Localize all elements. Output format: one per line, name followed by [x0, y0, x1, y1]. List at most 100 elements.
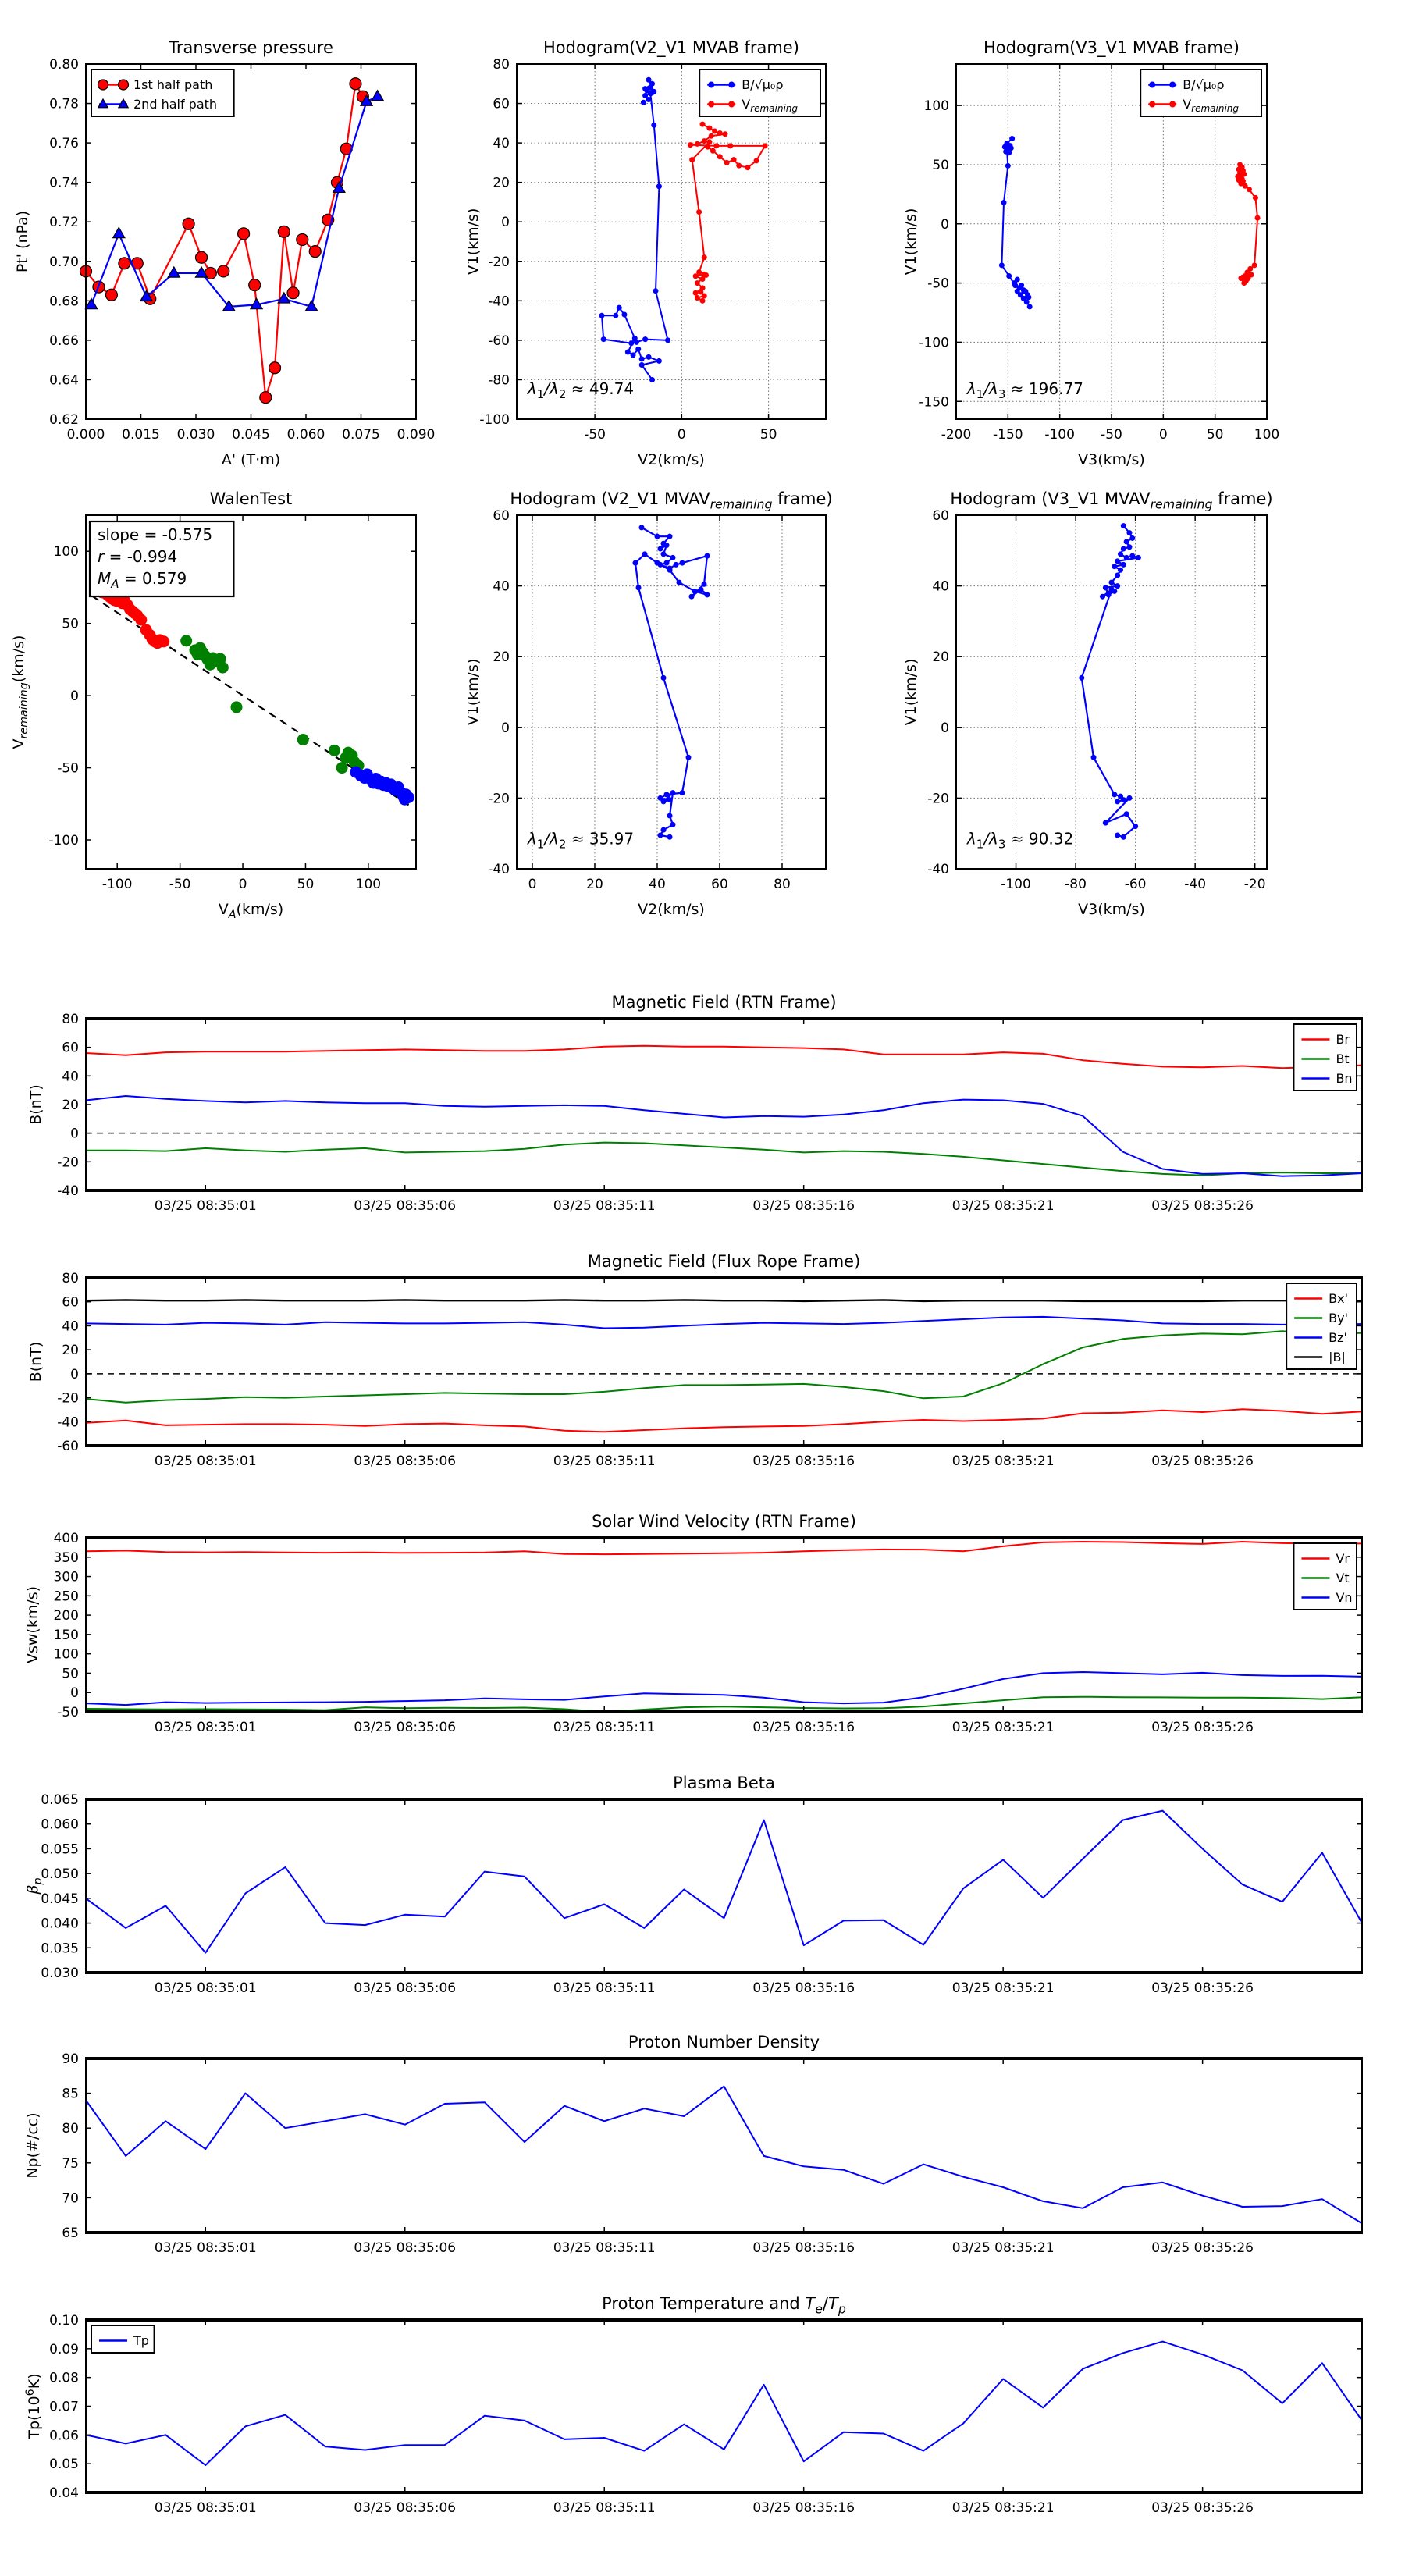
svg-text:20: 20: [62, 1098, 79, 1113]
svg-text:60: 60: [493, 97, 510, 112]
svg-text:03/25 08:35:16: 03/25 08:35:16: [752, 1980, 855, 1996]
svg-text:VA(km/s): VA(km/s): [219, 901, 283, 921]
svg-text:By': By': [1329, 1311, 1348, 1325]
svg-text:Vn: Vn: [1336, 1590, 1352, 1605]
svg-text:V2(km/s): V2(km/s): [638, 451, 705, 468]
svg-text:0.030: 0.030: [177, 427, 215, 443]
svg-text:0.030: 0.030: [41, 1966, 79, 1981]
svg-text:-40: -40: [57, 1414, 79, 1430]
svg-text:03/25 08:35:21: 03/25 08:35:21: [952, 1980, 1055, 1996]
svg-text:03/25 08:35:16: 03/25 08:35:16: [752, 1453, 855, 1469]
svg-text:03/25 08:35:01: 03/25 08:35:01: [155, 2240, 257, 2256]
svg-text:B(nT): B(nT): [27, 1084, 44, 1125]
series-1st-half-path: [79, 77, 369, 404]
svg-text:0.055: 0.055: [41, 1841, 79, 1857]
svg-text:0.62: 0.62: [49, 412, 79, 428]
svg-text:85: 85: [62, 2087, 79, 2102]
svg-text:80: 80: [62, 1271, 79, 1286]
svg-text:03/25 08:35:26: 03/25 08:35:26: [1151, 1453, 1254, 1469]
svg-text:50: 50: [62, 1666, 79, 1681]
svg-text:60: 60: [932, 508, 949, 524]
svg-text:03/25 08:35:06: 03/25 08:35:06: [354, 1198, 456, 1214]
svg-text:70: 70: [62, 2190, 79, 2206]
chart-walen-test: -100 -50 0 50 100 -100 -50 0 50 100 WalenTest VA(km…: [0, 453, 468, 921]
svg-text:03/25 08:35:11: 03/25 08:35:11: [553, 1980, 656, 1996]
svg-text:03/25 08:35:06: 03/25 08:35:06: [354, 1980, 456, 1996]
series-v-trace: [632, 525, 710, 840]
svg-text:A' (T·m): A' (T·m): [222, 451, 280, 468]
svg-text:0: 0: [70, 1367, 79, 1382]
svg-text:03/25 08:35:21: 03/25 08:35:21: [952, 1198, 1055, 1214]
svg-text:Bz': Bz': [1329, 1330, 1347, 1345]
svg-text:0.64: 0.64: [49, 372, 79, 388]
series-v-remaining: [1235, 162, 1261, 286]
svg-text:03/25 08:35:26: 03/25 08:35:26: [1151, 2240, 1254, 2256]
svg-text:-150: -150: [919, 394, 949, 410]
svg-text:Vr: Vr: [1336, 1551, 1350, 1566]
svg-text:-20: -20: [57, 1155, 79, 1170]
svg-text:Solar Wind Velocity (RTN Frame: Solar Wind Velocity (RTN Frame): [592, 1512, 856, 1531]
svg-text:0.66: 0.66: [49, 333, 79, 349]
svg-text:80: 80: [493, 57, 510, 73]
svg-text:50: 50: [760, 427, 777, 443]
svg-text:Bx': Bx': [1329, 1291, 1348, 1306]
series-v-remaining: [687, 121, 768, 304]
svg-text:Vt: Vt: [1336, 1571, 1349, 1585]
svg-text:-100: -100: [102, 877, 133, 892]
svg-text:40: 40: [62, 1318, 79, 1334]
svg-text:1st half path: 1st half path: [133, 77, 212, 92]
svg-text:03/25 08:35:11: 03/25 08:35:11: [553, 1453, 656, 1469]
plot-svg: -200 -150 -100 -50 0 50 100 -150 -100 -50 0 50 100 Ho…: [905, 38, 1279, 468]
svg-text:03/25 08:35:06: 03/25 08:35:06: [354, 1720, 456, 1735]
svg-text:-50: -50: [1101, 427, 1122, 443]
svg-text:20: 20: [932, 649, 949, 665]
svg-text:V3(km/s): V3(km/s): [1078, 901, 1145, 918]
svg-text:-200: -200: [941, 427, 972, 443]
svg-text:V1(km/s): V1(km/s): [468, 659, 482, 726]
series-2nd-half-path: [84, 89, 385, 311]
svg-text:300: 300: [54, 1570, 79, 1585]
svg-text:Vremaining(km/s): Vremaining(km/s): [10, 635, 30, 749]
svg-text:Plasma Beta: Plasma Beta: [673, 1774, 775, 1792]
svg-text:75: 75: [62, 2156, 79, 2172]
svg-text:-100: -100: [919, 335, 949, 350]
chart-hodogram-v2v1-mvab: -50 0 50 -100 -80 -60 -40 -20 0 20 40 60 80 Hodogram(…: [468, 0, 937, 468]
svg-text:100: 100: [1254, 427, 1279, 443]
svg-text:Proton Number Density: Proton Number Density: [628, 2033, 820, 2051]
plot-svg: 03/25 08:35:01 03/25 08:35:06 03/25 08:35:…: [24, 1774, 1363, 1996]
svg-text:03/25 08:35:16: 03/25 08:35:16: [752, 2240, 855, 2256]
svg-text:B/√μ₀ρ: B/√μ₀ρ: [1183, 77, 1224, 92]
plot-svg: 0.000 0.015 0.030 0.045 0.060 0.075 0.090 0.62 0…: [14, 38, 435, 468]
svg-text:100: 100: [356, 877, 381, 892]
svg-text:-80: -80: [1065, 877, 1087, 892]
chart-solar-wind-velocity: 03/25 08:35:01 03/25 08:35:06 03/25 08:35:…: [0, 1487, 1405, 1749]
svg-text:0: 0: [678, 427, 686, 443]
svg-text:0.040: 0.040: [41, 1916, 79, 1932]
svg-text:0.74: 0.74: [49, 176, 79, 191]
svg-text:Transverse pressure: Transverse pressure: [168, 38, 333, 57]
svg-text:20: 20: [586, 877, 603, 892]
plot-svg: 03/25 08:35:01 03/25 08:35:06 03/25 08:35:…: [27, 993, 1363, 1214]
svg-text:40: 40: [62, 1069, 79, 1084]
svg-text:-20: -20: [1244, 877, 1266, 892]
chart-transverse-pressure: 0.000 0.015 0.030 0.045 0.060 0.075 0.090 0.62 0…: [0, 0, 468, 468]
svg-text:40: 40: [493, 579, 510, 595]
svg-text:50: 50: [932, 158, 949, 173]
svg-text:40: 40: [649, 877, 666, 892]
svg-text:0.10: 0.10: [49, 2313, 79, 2329]
svg-text:0.060: 0.060: [41, 1817, 79, 1833]
svg-text:Hodogram(V3_V1 MVAB frame): Hodogram(V3_V1 MVAB frame): [984, 38, 1240, 58]
svg-text:0.000: 0.000: [67, 427, 105, 443]
svg-text:400: 400: [54, 1531, 79, 1546]
svg-text:0.08: 0.08: [49, 2371, 79, 2386]
svg-text:0: 0: [528, 877, 537, 892]
svg-text:-20: -20: [57, 1391, 79, 1407]
chart-hodogram-v2v1-mvav: 0 20 40 60 80 -40 -20 0 20 40 60 Hodogram (V2_V1 MV…: [468, 453, 937, 921]
svg-text:350: 350: [54, 1550, 79, 1566]
svg-text:03/25 08:35:26: 03/25 08:35:26: [1151, 1980, 1254, 1996]
svg-text:-100: -100: [479, 412, 510, 428]
svg-text:Br: Br: [1336, 1032, 1350, 1047]
svg-text:-80: -80: [488, 372, 510, 388]
